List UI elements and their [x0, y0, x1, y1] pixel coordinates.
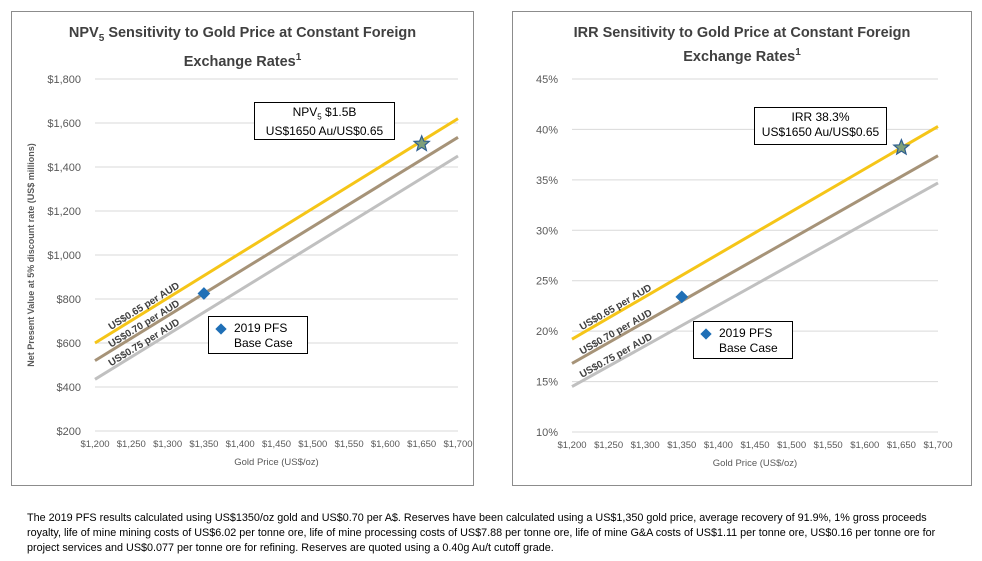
irr-legend-line1: 2019 PFS [719, 326, 773, 340]
irr-title-sup: 1 [795, 47, 801, 58]
chart0-series-line-1 [94, 117, 459, 345]
chart1-y-tick-label: 30% [536, 225, 558, 237]
npv-legend-line1: 2019 PFS [234, 321, 288, 335]
chart1-x-tick-label: $1,250 [594, 440, 623, 451]
chart0-y-tick-label: $1,800 [47, 74, 81, 86]
chart0-x-tick-label: $1,350 [189, 439, 218, 450]
irr-legend-diamond-icon [700, 328, 712, 340]
irr-base-case-legend: 2019 PFS Base Case [693, 321, 793, 359]
footnote-text: The 2019 PFS results calculated using US… [27, 512, 936, 554]
npv-title-sub: 5 [98, 32, 105, 44]
chart1-series-line-2 [571, 154, 939, 365]
npv-legend-diamond-icon [215, 323, 227, 335]
irr-highlight-callout: IRR 38.3% US$1650 Au/US$0.65 [754, 107, 887, 145]
chart1-x-tick-label: $1,600 [850, 440, 879, 451]
irr-chart-panel: IRR Sensitivity to Gold Price at Constan… [512, 11, 972, 486]
chart0-x-tick-label: $1,200 [80, 439, 109, 450]
npv-title-sup: 1 [295, 51, 302, 63]
chart0-x-axis-label: Gold Price (US$/oz) [234, 457, 318, 468]
chart1-x-axis-label: Gold Price (US$/oz) [713, 458, 797, 469]
chart1-x-tick-label: $1,500 [777, 440, 806, 451]
chart0-x-tick-label: $1,500 [298, 439, 327, 450]
npv-highlight-callout: NPV5 $1.5B US$1650 Au/US$0.65 [254, 102, 395, 140]
npv-legend-line2: Base Case [234, 336, 293, 350]
npv-callout-main: NPV [292, 105, 318, 119]
chart1-x-tick-label: $1,200 [557, 440, 586, 451]
npv-chart-svg: $200 $400 $600 $800 $1,000 $1,200 $1,400 $1,600… [26, 74, 473, 468]
chart0-x-tick-label: $1,650 [407, 439, 436, 450]
chart0-x-tick-label: $1,300 [153, 439, 182, 450]
npv-title-main: NPV [68, 25, 99, 41]
chart0-y-tick-label: $600 [57, 338, 81, 350]
chart0-y-tick-label: $800 [57, 294, 81, 306]
irr-chart-svg: 10% 15% 20% 25% 30% 35% 40% 45% $1,200 $1,250 $1,3… [536, 74, 953, 469]
chart0-series-line-2 [94, 136, 459, 362]
chart1-y-tick-label: 10% [536, 427, 558, 439]
chart1-y-tick-label: 35% [536, 175, 558, 187]
chart0-x-tick-label: $1,250 [117, 439, 146, 450]
chart0-y-tick-label: $1,400 [47, 162, 81, 174]
npv-chart-panel: NPV5 Sensitivity to Gold Price at Consta… [11, 11, 474, 486]
chart0-y-tick-label: $1,600 [47, 118, 81, 130]
irr-title-line2: Exchange Rates [683, 48, 796, 65]
chart1-x-tick-label: $1,350 [667, 440, 696, 451]
chart0-y-tick-label: $1,000 [47, 250, 81, 262]
chart0-x-tick-label: $1,700 [443, 439, 472, 450]
chart1-y-tick-label: 20% [536, 326, 558, 338]
chart1-x-tick-label: $1,450 [740, 440, 769, 451]
npv-chart-title: NPV5 Sensitivity to Gold Price at Consta… [32, 24, 453, 72]
irr-callout-line2: US$1650 Au/US$0.65 [761, 125, 880, 139]
chart1-highlight-star [892, 137, 911, 156]
chart1-base-case-point [675, 290, 689, 304]
chart0-highlight-star [412, 134, 431, 152]
chart0-x-tick-label: $1,600 [371, 439, 400, 450]
chart1-x-tick-label: $1,650 [887, 440, 916, 451]
chart0-x-tick-label: $1,450 [262, 439, 291, 450]
npv-title-rest: Sensitivity to Gold Price at Constant Fo… [104, 25, 417, 41]
npv-callout-sub: 5 [317, 112, 322, 122]
npv-callout-line2: US$1650 Au/US$0.65 [265, 124, 384, 139]
chart1-x-tick-label: $1,400 [704, 440, 733, 451]
chart1-y-tick-label: 25% [536, 276, 558, 288]
chart1-series-line-3 [571, 181, 939, 388]
chart0-y-axis-label: Net Present Value at 5% discount rate (U… [26, 143, 36, 367]
chart0-series-line-3 [94, 154, 459, 381]
chart1-y-tick-label: 15% [536, 377, 558, 389]
chart1-y-tick-label: 45% [536, 74, 558, 86]
irr-title-main: IRR Sensitivity to Gold Price at Constan… [573, 25, 911, 41]
npv-title-line2: Exchange Rates [183, 53, 296, 70]
chart0-y-tick-label: $400 [57, 382, 81, 394]
chart1-series-line-1 [571, 125, 939, 341]
chart0-x-tick-label: $1,400 [226, 439, 255, 450]
irr-legend-line2: Base Case [719, 341, 778, 355]
chart0-base-case-point [197, 287, 211, 300]
irr-callout-line1: IRR 38.3% [791, 110, 850, 124]
chart0-y-tick-label: $1,200 [47, 206, 81, 218]
chart1-y-tick-label: 40% [536, 124, 558, 136]
chart1-x-tick-label: $1,550 [814, 440, 843, 451]
chart1-x-tick-label: $1,300 [631, 440, 660, 451]
npv-callout-rest: $1.5B [321, 105, 357, 119]
chart0-x-tick-label: $1,550 [335, 439, 364, 450]
chart1-x-tick-label: $1,700 [923, 440, 952, 451]
irr-chart-title: IRR Sensitivity to Gold Price at Constan… [533, 24, 951, 67]
chart0-y-tick-label: $200 [57, 426, 81, 438]
npv-base-case-legend: 2019 PFS Base Case [208, 316, 308, 354]
